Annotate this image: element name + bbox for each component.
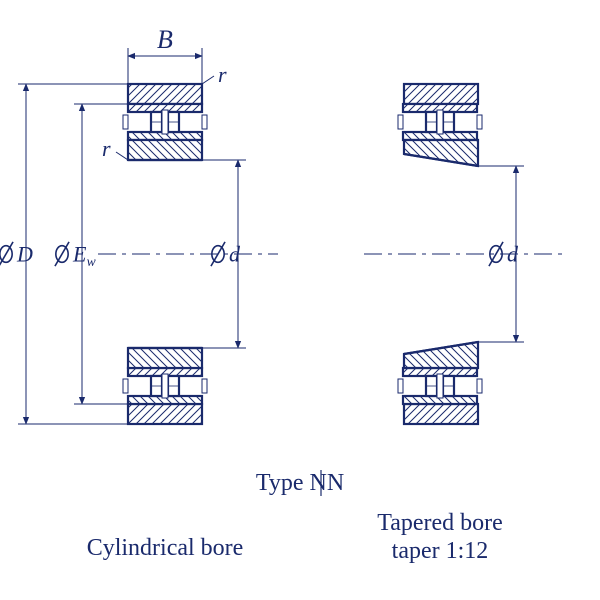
- svg-text:E: E: [72, 242, 87, 267]
- label-r-outer: r: [218, 62, 227, 87]
- label-phi-Ew: Ew: [55, 242, 96, 269]
- label-B: B: [157, 25, 173, 54]
- label-cylindrical-bore: Cylindrical bore: [87, 535, 244, 561]
- left-view-cylindrical-bore: [18, 48, 278, 424]
- right-view-tapered-bore: [364, 84, 566, 424]
- svg-text:d: d: [229, 242, 241, 267]
- svg-text:w: w: [87, 254, 96, 269]
- svg-text:D: D: [16, 242, 33, 267]
- svg-text:d: d: [507, 242, 519, 267]
- label-phi-D: D: [0, 242, 33, 267]
- label-tapered-bore: Tapered bore: [377, 510, 503, 536]
- label-type-nn: Type NN: [256, 470, 344, 496]
- label-r-inner: r: [102, 136, 111, 161]
- label-taper-ratio: taper 1:12: [392, 538, 489, 564]
